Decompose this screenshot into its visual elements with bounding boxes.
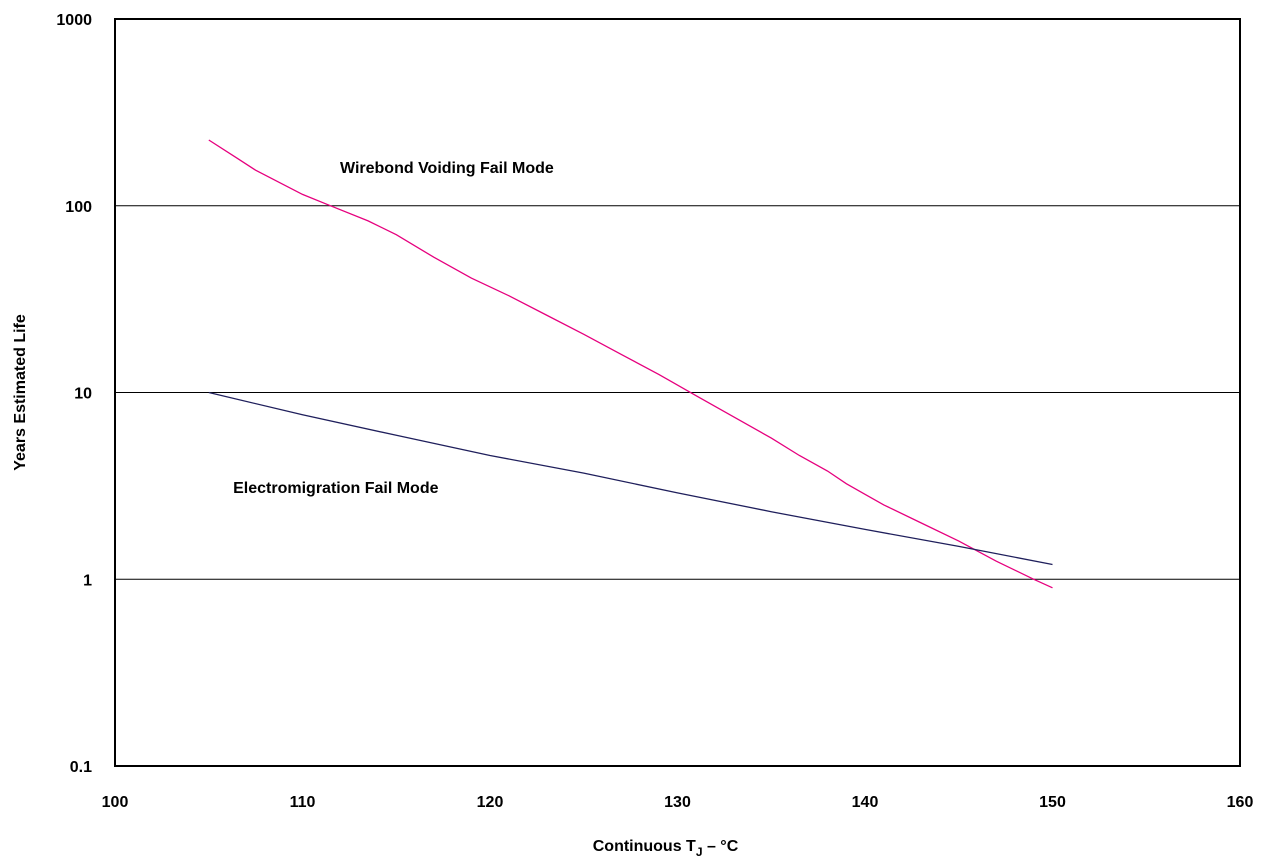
y-axis-title: Years Estimated Life — [12, 314, 29, 471]
x-axis-title-tail: – °C — [703, 838, 739, 855]
x-tick-label: 150 — [1039, 794, 1066, 811]
x-axis-title: Continuous TJ – °C — [593, 838, 739, 856]
x-tick-labels: 100 110 120 130 140 150 160 — [102, 794, 1254, 811]
annotations: Wirebond Voiding Fail Mode Electromigrati… — [233, 160, 554, 497]
x-tick-label: 110 — [290, 794, 316, 811]
y-tick-label: 0.1 — [70, 759, 92, 776]
y-tick-label: 10 — [74, 386, 92, 403]
plot-frame — [114, 18, 1241, 767]
x-axis-title-main: Continuous T — [593, 838, 696, 855]
x-tick-label: 140 — [852, 794, 879, 811]
series-lines — [208, 139, 1053, 589]
series-line — [208, 139, 1053, 589]
y-tick-label: 1000 — [56, 12, 92, 29]
x-axis-title-subscript: J — [696, 845, 703, 856]
y-tick-label: 1 — [83, 572, 92, 589]
x-tick-label: 120 — [477, 794, 504, 811]
series-annotation: Wirebond Voiding Fail Mode — [340, 160, 554, 177]
y-tick-labels: 0.1 1 10 100 1000 — [56, 12, 92, 776]
y-tick-label: 100 — [65, 199, 92, 216]
x-tick-label: 130 — [664, 794, 691, 811]
x-tick-label: 100 — [102, 794, 129, 811]
grid-lines — [115, 205, 1240, 580]
series-line — [208, 391, 1053, 566]
series-annotation: Electromigration Fail Mode — [233, 480, 438, 497]
x-tick-label: 160 — [1227, 794, 1254, 811]
